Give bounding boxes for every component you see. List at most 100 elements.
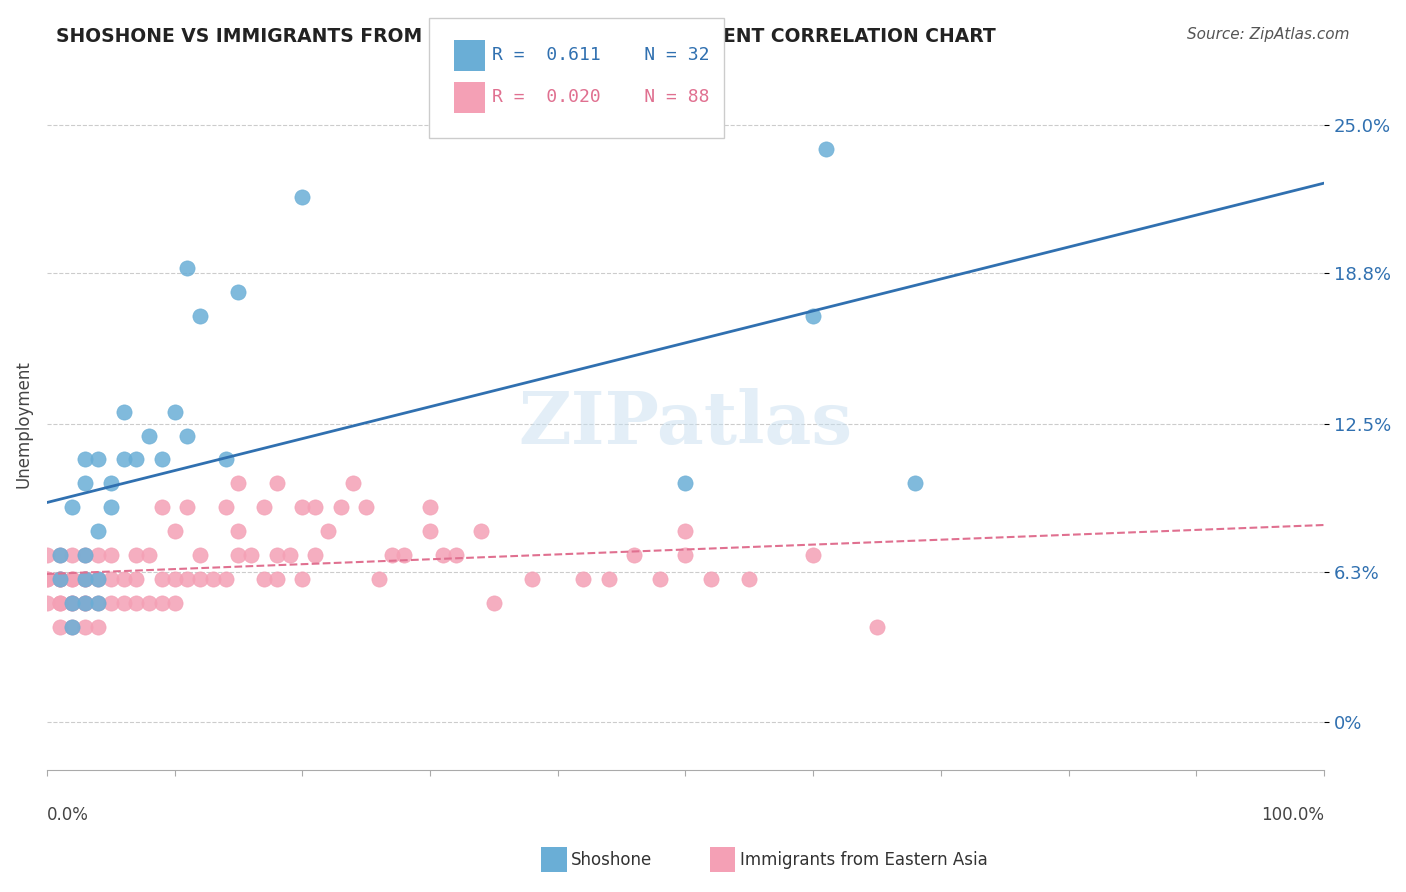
Point: [62, 619, 84, 633]
Point: [240, 548, 263, 562]
Point: [35, 596, 58, 610]
Point: [100, 572, 122, 586]
Point: [48, 548, 70, 562]
Point: [35, 572, 58, 586]
Point: [291, 572, 314, 586]
Point: [87, 524, 110, 538]
Point: [35, 572, 58, 586]
Point: [138, 596, 160, 610]
Point: [444, 548, 467, 562]
Point: [112, 452, 135, 467]
Point: [648, 572, 671, 586]
Point: [48, 596, 70, 610]
Point: [62, 500, 84, 515]
Point: [75, 476, 97, 491]
Point: [35, 548, 58, 562]
Text: 100.0%: 100.0%: [1261, 805, 1324, 824]
Point: [419, 500, 441, 515]
Point: [125, 572, 148, 586]
Point: [48, 572, 70, 586]
Point: [522, 572, 544, 586]
Point: [75, 572, 97, 586]
Point: [163, 596, 186, 610]
Point: [675, 548, 697, 562]
Point: [291, 190, 314, 204]
Point: [163, 572, 186, 586]
Point: [48, 596, 70, 610]
Point: [738, 572, 761, 586]
Text: SHOSHONE VS IMMIGRANTS FROM EASTERN ASIA UNEMPLOYMENT CORRELATION CHART: SHOSHONE VS IMMIGRANTS FROM EASTERN ASIA…: [56, 27, 995, 45]
Point: [150, 500, 173, 515]
Point: [100, 476, 122, 491]
Point: [904, 476, 927, 491]
Point: [87, 572, 110, 586]
Point: [278, 548, 301, 562]
Point: [329, 500, 352, 515]
Point: [675, 524, 697, 538]
Point: [62, 572, 84, 586]
Point: [482, 596, 505, 610]
Point: [316, 524, 339, 538]
Point: [228, 524, 250, 538]
Point: [304, 548, 326, 562]
Point: [201, 572, 224, 586]
Point: [125, 452, 148, 467]
Point: [419, 524, 441, 538]
Point: [87, 619, 110, 633]
Point: [801, 548, 824, 562]
Point: [215, 572, 238, 586]
Point: [75, 596, 97, 610]
Point: [112, 405, 135, 419]
Point: [266, 548, 288, 562]
Point: [62, 596, 84, 610]
Point: [87, 596, 110, 610]
Point: [801, 309, 824, 323]
Point: [432, 548, 454, 562]
Point: [253, 500, 276, 515]
Point: [266, 572, 288, 586]
Text: Source: ZipAtlas.com: Source: ZipAtlas.com: [1187, 27, 1350, 42]
Point: [112, 572, 135, 586]
Point: [150, 596, 173, 610]
Point: [598, 572, 620, 586]
Point: [75, 596, 97, 610]
Point: [87, 548, 110, 562]
Point: [228, 548, 250, 562]
Text: ZIPatlas: ZIPatlas: [519, 388, 852, 459]
Point: [675, 476, 697, 491]
Point: [176, 572, 198, 586]
Point: [75, 548, 97, 562]
Point: [112, 596, 135, 610]
Point: [188, 572, 211, 586]
Point: [572, 572, 595, 586]
Point: [253, 572, 276, 586]
Point: [62, 596, 84, 610]
Point: [138, 428, 160, 442]
Point: [700, 572, 723, 586]
Point: [62, 619, 84, 633]
Point: [176, 261, 198, 276]
Point: [866, 619, 889, 633]
Point: [100, 596, 122, 610]
Point: [470, 524, 492, 538]
Text: R =  0.611    N = 32: R = 0.611 N = 32: [492, 46, 710, 64]
Point: [304, 500, 326, 515]
Point: [62, 596, 84, 610]
Text: R =  0.020    N = 88: R = 0.020 N = 88: [492, 88, 710, 106]
Point: [150, 572, 173, 586]
Point: [188, 309, 211, 323]
Point: [163, 405, 186, 419]
Point: [138, 548, 160, 562]
Point: [62, 548, 84, 562]
Point: [215, 452, 238, 467]
Point: [266, 476, 288, 491]
Point: [48, 572, 70, 586]
Point: [125, 596, 148, 610]
Point: [150, 452, 173, 467]
Point: [75, 572, 97, 586]
Point: [354, 500, 377, 515]
Point: [48, 572, 70, 586]
Point: [623, 548, 645, 562]
Point: [215, 500, 238, 515]
Point: [48, 548, 70, 562]
